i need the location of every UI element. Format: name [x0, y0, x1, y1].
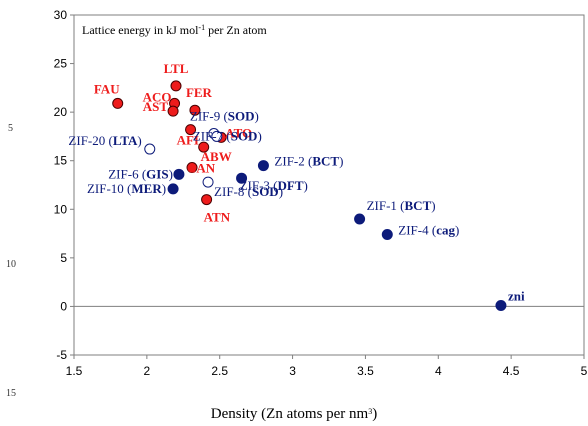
x-tick-label: 2: [144, 364, 151, 378]
x-tick-label: 1.5: [66, 364, 83, 378]
chart-annotation: Lattice energy in kJ mol-1 per Zn atom: [82, 23, 267, 38]
data-point: [211, 130, 223, 142]
data-point-label: ATO: [225, 125, 252, 140]
data-point-label: ZIF-4 (cag): [398, 223, 459, 238]
data-point: [202, 176, 214, 188]
plot-frame: [73, 14, 585, 356]
line-number-10: 10: [6, 259, 16, 270]
data-point: [167, 105, 179, 117]
data-point-label: AFI: [177, 133, 199, 148]
data-point-label: ZIF-3 (DFT): [240, 178, 308, 193]
data-point: [257, 160, 269, 172]
data-point: [236, 172, 248, 184]
data-point-label: ZIF-10 (MER): [87, 181, 166, 196]
line-number-5: 5: [8, 123, 13, 134]
data-point: [495, 299, 507, 311]
y-tick-label: -5: [56, 348, 67, 362]
axes: -5 0 5 10 15 20 25 30 1.5 2 2.5 3 3.5 4 4.5 5: [54, 8, 588, 378]
data-point: [170, 80, 182, 92]
y-tick-label: 25: [54, 57, 68, 71]
y-tick-label: 10: [54, 202, 68, 216]
data-point-label: ABW: [201, 149, 232, 164]
y-tick-label: 0: [60, 299, 67, 313]
data-point-label: ZIF-2 (BCT): [274, 154, 343, 169]
x-tick-label: 4: [435, 364, 442, 378]
data-point: [201, 194, 213, 206]
x-axis-label: Density (Zn atoms per nm3): [211, 406, 377, 422]
x-tick-label: 3: [289, 364, 296, 378]
y-tick-label: 20: [54, 105, 68, 119]
data-point-label: ATN: [204, 210, 231, 225]
data-point: [167, 183, 179, 195]
data-point-label: zni: [508, 288, 525, 303]
data-point-label: AST: [143, 99, 169, 114]
data-point-label: ZIF-7 (SOD): [193, 128, 262, 143]
data-point-label: ZIF-20 (LTA): [68, 133, 141, 148]
data-point-label: LTL: [164, 61, 189, 76]
x-tick-label: 3.5: [357, 364, 374, 378]
data-point: [189, 104, 201, 116]
data-point: [112, 97, 124, 109]
data-point-label: ZIF-1 (BCT): [367, 198, 436, 213]
x-tick-label: 5: [581, 364, 588, 378]
x-tick-label: 2.5: [211, 364, 228, 378]
data-point: [186, 162, 198, 174]
data-point-label: ZIF-9 (SOD): [190, 109, 259, 124]
y-tick-label: 30: [54, 8, 68, 22]
data-point: [354, 213, 366, 225]
data-point: [173, 168, 185, 180]
data-point: [198, 141, 210, 153]
line-number-15: 15: [6, 388, 16, 399]
data-point-label: ZIF-8 (SOD): [214, 184, 283, 199]
data-point: [185, 124, 197, 136]
data-point-label: CAN: [187, 161, 216, 176]
data-point-label: FER: [186, 85, 213, 100]
data-point-label: ACO: [143, 89, 172, 104]
y-tick-label: 5: [60, 251, 67, 265]
data-point-label: FAU: [94, 81, 120, 96]
data-point: [381, 229, 393, 241]
data-point-label: ZIF-6 (GIS): [108, 166, 173, 181]
y-tick-label: 15: [54, 154, 68, 168]
data-point: [144, 143, 156, 155]
x-tick-label: 4.5: [503, 364, 520, 378]
